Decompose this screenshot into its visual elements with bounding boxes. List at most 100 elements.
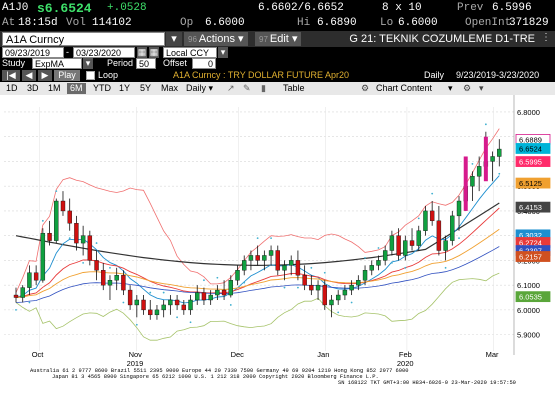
study-select[interactable]: ExpMA — [32, 58, 82, 69]
at-label: At — [2, 17, 16, 29]
period-1d[interactable]: 1D — [6, 83, 18, 93]
period-max[interactable]: Max — [161, 83, 179, 93]
ticker-menu-button[interactable]: ▾ — [166, 32, 182, 46]
candle-body — [248, 255, 254, 261]
edit-icon[interactable]: ✎ — [243, 83, 251, 93]
candle-body — [54, 200, 59, 241]
chart-toolbar: 1D 3D 1M 6M YTD 1Y 5Y Max Daily ▾ ↗ ✎ ▮ … — [0, 82, 555, 95]
sar-point — [377, 247, 380, 249]
price-badge-label: 6.5995 — [519, 158, 542, 167]
settings-gear-icon[interactable]: ⚙ — [463, 83, 472, 93]
candle-body — [195, 292, 200, 301]
low-value: 6.6000 — [398, 17, 438, 29]
currency-select[interactable]: Local CCY — [163, 47, 217, 58]
line-chart-icon[interactable]: ↗ — [227, 83, 235, 93]
candle-body — [362, 270, 368, 281]
sar-point — [216, 276, 219, 279]
period-6m[interactable]: 6M — [67, 83, 86, 94]
prev-value: 6.5996 — [492, 2, 532, 14]
sar-point — [256, 237, 259, 240]
bar-chart-icon[interactable]: ▮ — [261, 83, 266, 93]
chevron-down-icon: ▾ — [238, 33, 244, 45]
candle-body — [141, 299, 146, 311]
high-value: 6.6890 — [317, 17, 357, 29]
price-badge-label: 6.3032 — [519, 231, 542, 240]
sar-point — [484, 123, 487, 126]
sar-point — [15, 308, 17, 311]
sar-point — [203, 279, 205, 282]
chevron-down-icon[interactable]: ▾ — [218, 47, 228, 58]
open-value: 6.6000 — [205, 17, 245, 29]
period-5y[interactable]: 5Y — [140, 83, 152, 93]
candle-body — [27, 272, 32, 288]
interval-select[interactable]: Daily ▾ — [186, 83, 214, 93]
price-badge-label: 6.2397 — [519, 247, 542, 256]
chevron-down-icon[interactable]: ▾ — [83, 58, 93, 69]
price-chart[interactable]: 6.80006.70006.60006.50006.40006.30006.20… — [0, 95, 555, 375]
candle-body — [74, 223, 79, 244]
sar-point — [431, 192, 434, 195]
calendar-icon[interactable]: ▦ — [137, 47, 147, 58]
period-input[interactable]: 50 — [136, 58, 156, 69]
open-int-label: OpenInt — [465, 17, 512, 29]
candle-body — [382, 250, 388, 261]
chart-canvas: 6.80006.70006.60006.50006.40006.30006.20… — [4, 95, 551, 368]
rewind-icon[interactable]: |◀ — [2, 70, 20, 81]
start-date-input[interactable]: 09/23/2019 — [2, 47, 64, 58]
candle-body — [60, 200, 66, 212]
period-ytd[interactable]: YTD — [93, 83, 111, 93]
calendar-icon[interactable]: ▦ — [149, 47, 159, 58]
more-icon[interactable]: ⋮ — [541, 32, 551, 43]
candle-body — [242, 260, 247, 271]
gear-icon[interactable]: ⚙ — [361, 83, 370, 93]
bollinger-lower-line — [15, 272, 500, 341]
open-label: Op — [180, 17, 194, 29]
chevron-down-icon[interactable]: ▾ — [448, 83, 453, 93]
candle-body — [429, 210, 435, 222]
footer-contacts-line-1: Australia 61 2 9777 8600 Brazil 5511 239… — [30, 368, 409, 374]
candle-body — [342, 289, 348, 296]
candle-body — [215, 289, 220, 296]
actions-label: Actions — [198, 33, 235, 45]
actions-button[interactable]: 96 Actions ▾ — [184, 32, 248, 46]
loop-checkbox[interactable] — [86, 71, 95, 80]
candle-body — [201, 292, 207, 301]
chevron-down-icon[interactable]: ▾ — [479, 83, 484, 93]
chart-content-button[interactable]: Chart Content — [376, 83, 433, 93]
step-back-icon[interactable]: ◀ — [22, 70, 36, 81]
candle-body — [188, 299, 193, 311]
price-badge-label: 6.6524 — [519, 144, 542, 153]
sar-point — [444, 266, 447, 269]
candle-body — [228, 279, 233, 296]
play-row: |◀ ◀ ▶ Play Loop A1A Curncy : TRY DOLLAR… — [0, 70, 555, 82]
candle-body — [403, 240, 408, 256]
candle-body — [262, 255, 267, 261]
sar-point — [243, 281, 246, 284]
end-date-input[interactable]: 03/23/2020 — [73, 47, 135, 58]
play-button[interactable]: Play — [54, 70, 80, 81]
candle-body — [67, 210, 72, 224]
candle-body — [409, 240, 415, 246]
candle-body — [329, 299, 334, 306]
sar-point — [337, 311, 340, 314]
ticker-input[interactable]: A1A Curncy — [2, 32, 165, 46]
period-1y[interactable]: 1Y — [119, 83, 131, 93]
sar-point — [350, 301, 353, 304]
candle-body — [436, 220, 442, 251]
offset-input[interactable]: 0 — [192, 58, 216, 69]
candle-body — [268, 250, 274, 256]
period-1m[interactable]: 1M — [48, 83, 61, 93]
sar-point — [323, 271, 326, 274]
candle-body — [208, 294, 213, 301]
step-forward-icon[interactable]: ▶ — [38, 70, 52, 81]
price-badge — [515, 291, 551, 303]
edit-button[interactable]: 97 Edit ▾ — [255, 32, 302, 46]
bollinger-upper-line — [15, 128, 500, 293]
sar-point — [498, 172, 501, 175]
table-button[interactable]: Table — [283, 83, 305, 93]
footer-contacts-line-2: Japan 81 3 4565 8900 Singapore 65 6212 1… — [52, 374, 379, 380]
period-3d[interactable]: 3D — [27, 83, 39, 93]
edit-label: Edit — [269, 33, 289, 45]
candle-body — [369, 265, 374, 271]
sar-point — [176, 316, 178, 319]
